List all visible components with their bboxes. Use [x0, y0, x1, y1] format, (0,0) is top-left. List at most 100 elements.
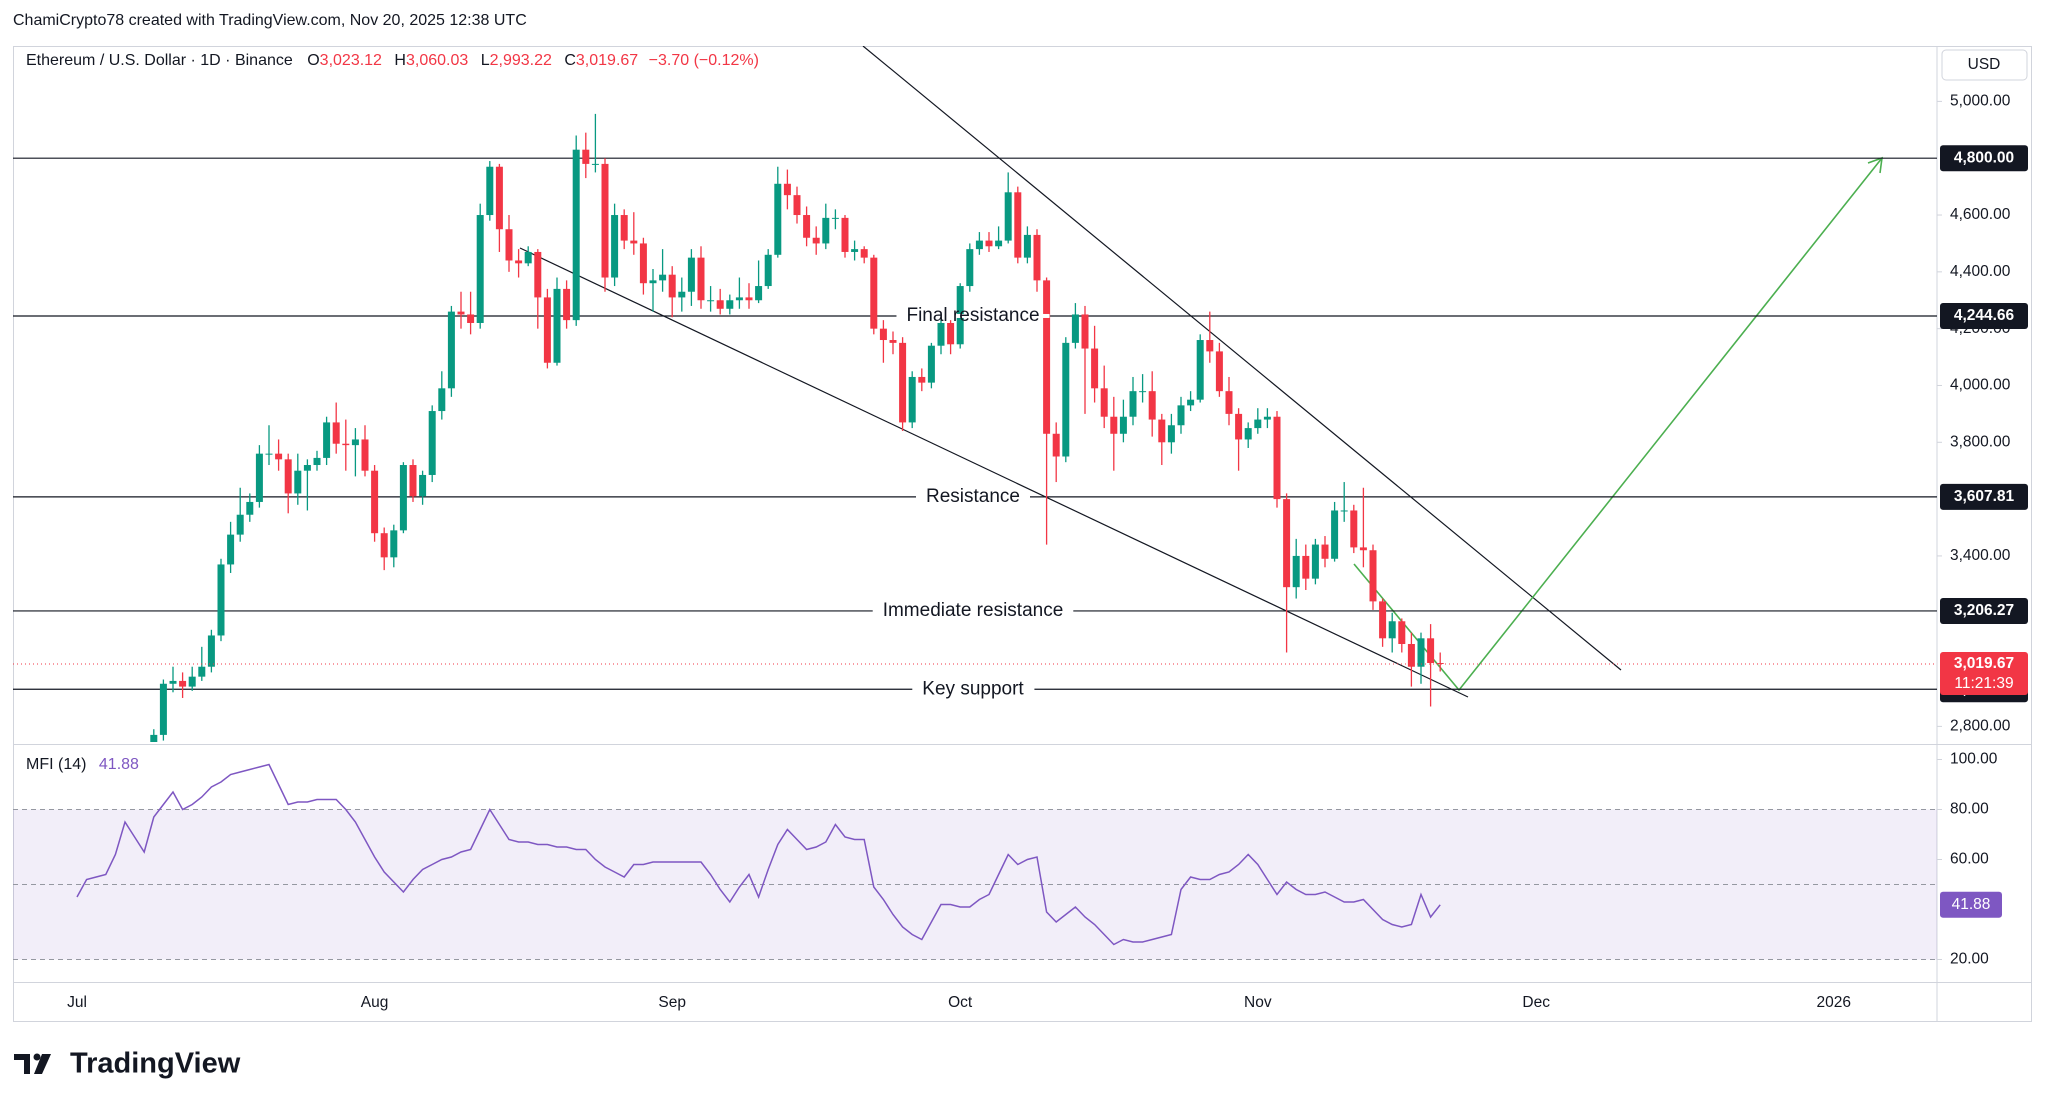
level-price-label: 3,607.81	[1954, 488, 2015, 505]
candle-body	[227, 534, 235, 565]
y-tick-label: 3,800.00	[1950, 433, 2011, 450]
logo-mark	[33, 1053, 41, 1061]
legend-value: 3,019.67	[576, 52, 638, 69]
candle-body	[678, 291, 686, 298]
candle-body	[294, 470, 302, 494]
candle-body	[639, 243, 647, 284]
candle-body	[1100, 388, 1108, 417]
candle-body	[716, 300, 724, 309]
candle-body	[1091, 348, 1099, 389]
candle-body	[543, 297, 551, 363]
level-label: Resistance	[926, 486, 1020, 507]
candle-body	[534, 251, 542, 298]
candle-body	[198, 666, 206, 677]
level-price-box	[1940, 302, 2028, 329]
candle-body	[486, 166, 494, 216]
candle-body	[188, 676, 196, 687]
y-tick-label: 3,400.00	[1950, 547, 2011, 564]
candle-body	[246, 501, 254, 515]
currency-button[interactable]	[1941, 49, 2028, 81]
candle-body	[1225, 391, 1233, 414]
price-pane: Final resistance Resistance Immediate resi…	[13, 46, 1937, 742]
candle-body	[975, 240, 983, 250]
candle-body	[380, 533, 388, 558]
candle-body	[803, 215, 811, 238]
trend-line	[862, 46, 1622, 671]
y-tick-label: 2,800.00	[1950, 717, 2011, 734]
candle-body	[889, 340, 897, 343]
brand: TradingView	[70, 1048, 241, 1080]
candle-body	[774, 183, 782, 255]
candle-body	[1417, 638, 1425, 667]
currency[interactable]: USD	[1968, 56, 2001, 73]
candle-body	[428, 411, 436, 475]
trend-line	[519, 247, 1469, 698]
candle-body	[303, 465, 311, 471]
candle-body	[438, 388, 446, 412]
candle-body	[995, 240, 1003, 247]
candle-body	[1071, 314, 1079, 343]
projection-arrow	[1353, 157, 1883, 692]
candle-body	[1398, 621, 1406, 644]
candle-body	[1369, 550, 1377, 602]
candle-body	[860, 249, 868, 258]
candle-body	[841, 217, 849, 252]
candle-body	[630, 240, 638, 244]
candle-body	[275, 453, 283, 460]
candle-body	[342, 443, 350, 446]
candle-body	[332, 422, 340, 444]
y-tick-label: 20.00	[1950, 951, 1989, 968]
candle-body	[1427, 638, 1435, 663]
candle-body	[1052, 433, 1060, 457]
candle-body	[1321, 544, 1329, 559]
candle-body	[1043, 280, 1051, 434]
level-label-bg	[916, 494, 1030, 499]
candle-body	[150, 734, 158, 742]
candle-body	[1273, 416, 1281, 500]
candle-body	[1023, 234, 1031, 258]
candle-body	[985, 240, 993, 247]
candle-body	[966, 249, 974, 287]
x-tick-label: Oct	[948, 994, 973, 1011]
brand-logo	[14, 1053, 51, 1074]
candle-body	[553, 288, 561, 363]
mfi-pane	[13, 763, 1937, 960]
axes: USD 5,000.004,600.004,400.004,200.004,00…	[1937, 49, 2028, 968]
legend-label: L	[481, 52, 490, 69]
candle-body	[207, 635, 215, 667]
candle-body	[1167, 425, 1175, 443]
candle-body	[870, 257, 878, 329]
candle-body	[1148, 391, 1156, 420]
candle-body	[371, 470, 379, 534]
candle-body	[582, 149, 590, 164]
candle-body	[726, 300, 734, 309]
candle-body	[831, 217, 839, 219]
candle-body	[879, 328, 887, 341]
candle-body	[179, 680, 187, 687]
candle-body	[1407, 643, 1415, 667]
mfi-line	[76, 763, 1441, 946]
candle-body	[313, 457, 321, 466]
candle-body	[476, 215, 484, 323]
legend-value: 3,060.03	[406, 52, 468, 69]
level-label-bg	[896, 313, 1050, 318]
candle-body	[1302, 555, 1310, 579]
indicator-name: MFI (14)	[26, 756, 86, 773]
level-price-box	[1940, 597, 2028, 624]
candle-body	[1436, 662, 1444, 664]
candle-body	[323, 422, 331, 458]
candle-body	[284, 459, 292, 494]
candle-body	[1283, 499, 1291, 588]
candle-body	[572, 149, 580, 321]
candle-body	[1263, 416, 1271, 420]
candle-body	[447, 311, 455, 389]
candle-body	[611, 215, 619, 278]
legend-label: C	[564, 52, 576, 69]
candle-body	[1311, 544, 1319, 579]
indicator-legend: MFI (14) 41.88	[26, 756, 139, 773]
candle-body	[419, 474, 427, 497]
y-tick-label: 4,400.00	[1950, 263, 2011, 280]
level-label: Final resistance	[906, 305, 1039, 326]
candle-body	[1235, 413, 1243, 440]
